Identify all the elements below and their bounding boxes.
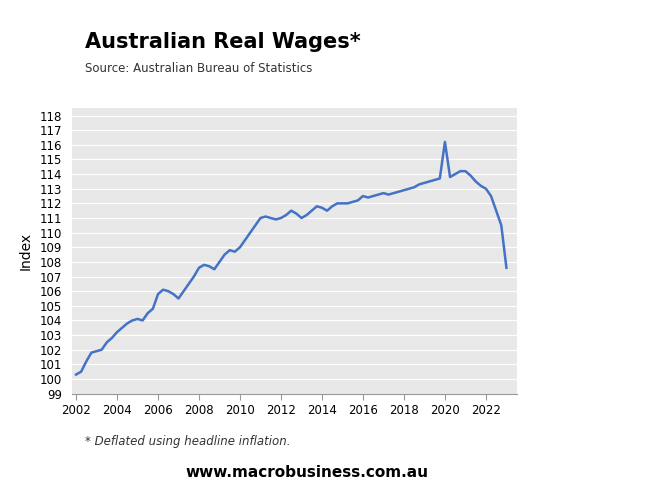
Text: Source: Australian Bureau of Statistics: Source: Australian Bureau of Statistics <box>85 62 313 74</box>
Y-axis label: Index: Index <box>19 232 33 270</box>
Text: Australian Real Wages*: Australian Real Wages* <box>85 32 361 52</box>
Text: BUSINESS: BUSINESS <box>529 70 622 88</box>
Text: * Deflated using headline inflation.: * Deflated using headline inflation. <box>85 435 290 448</box>
Text: MACRO: MACRO <box>542 38 610 56</box>
Text: www.macrobusiness.com.au: www.macrobusiness.com.au <box>186 465 429 480</box>
